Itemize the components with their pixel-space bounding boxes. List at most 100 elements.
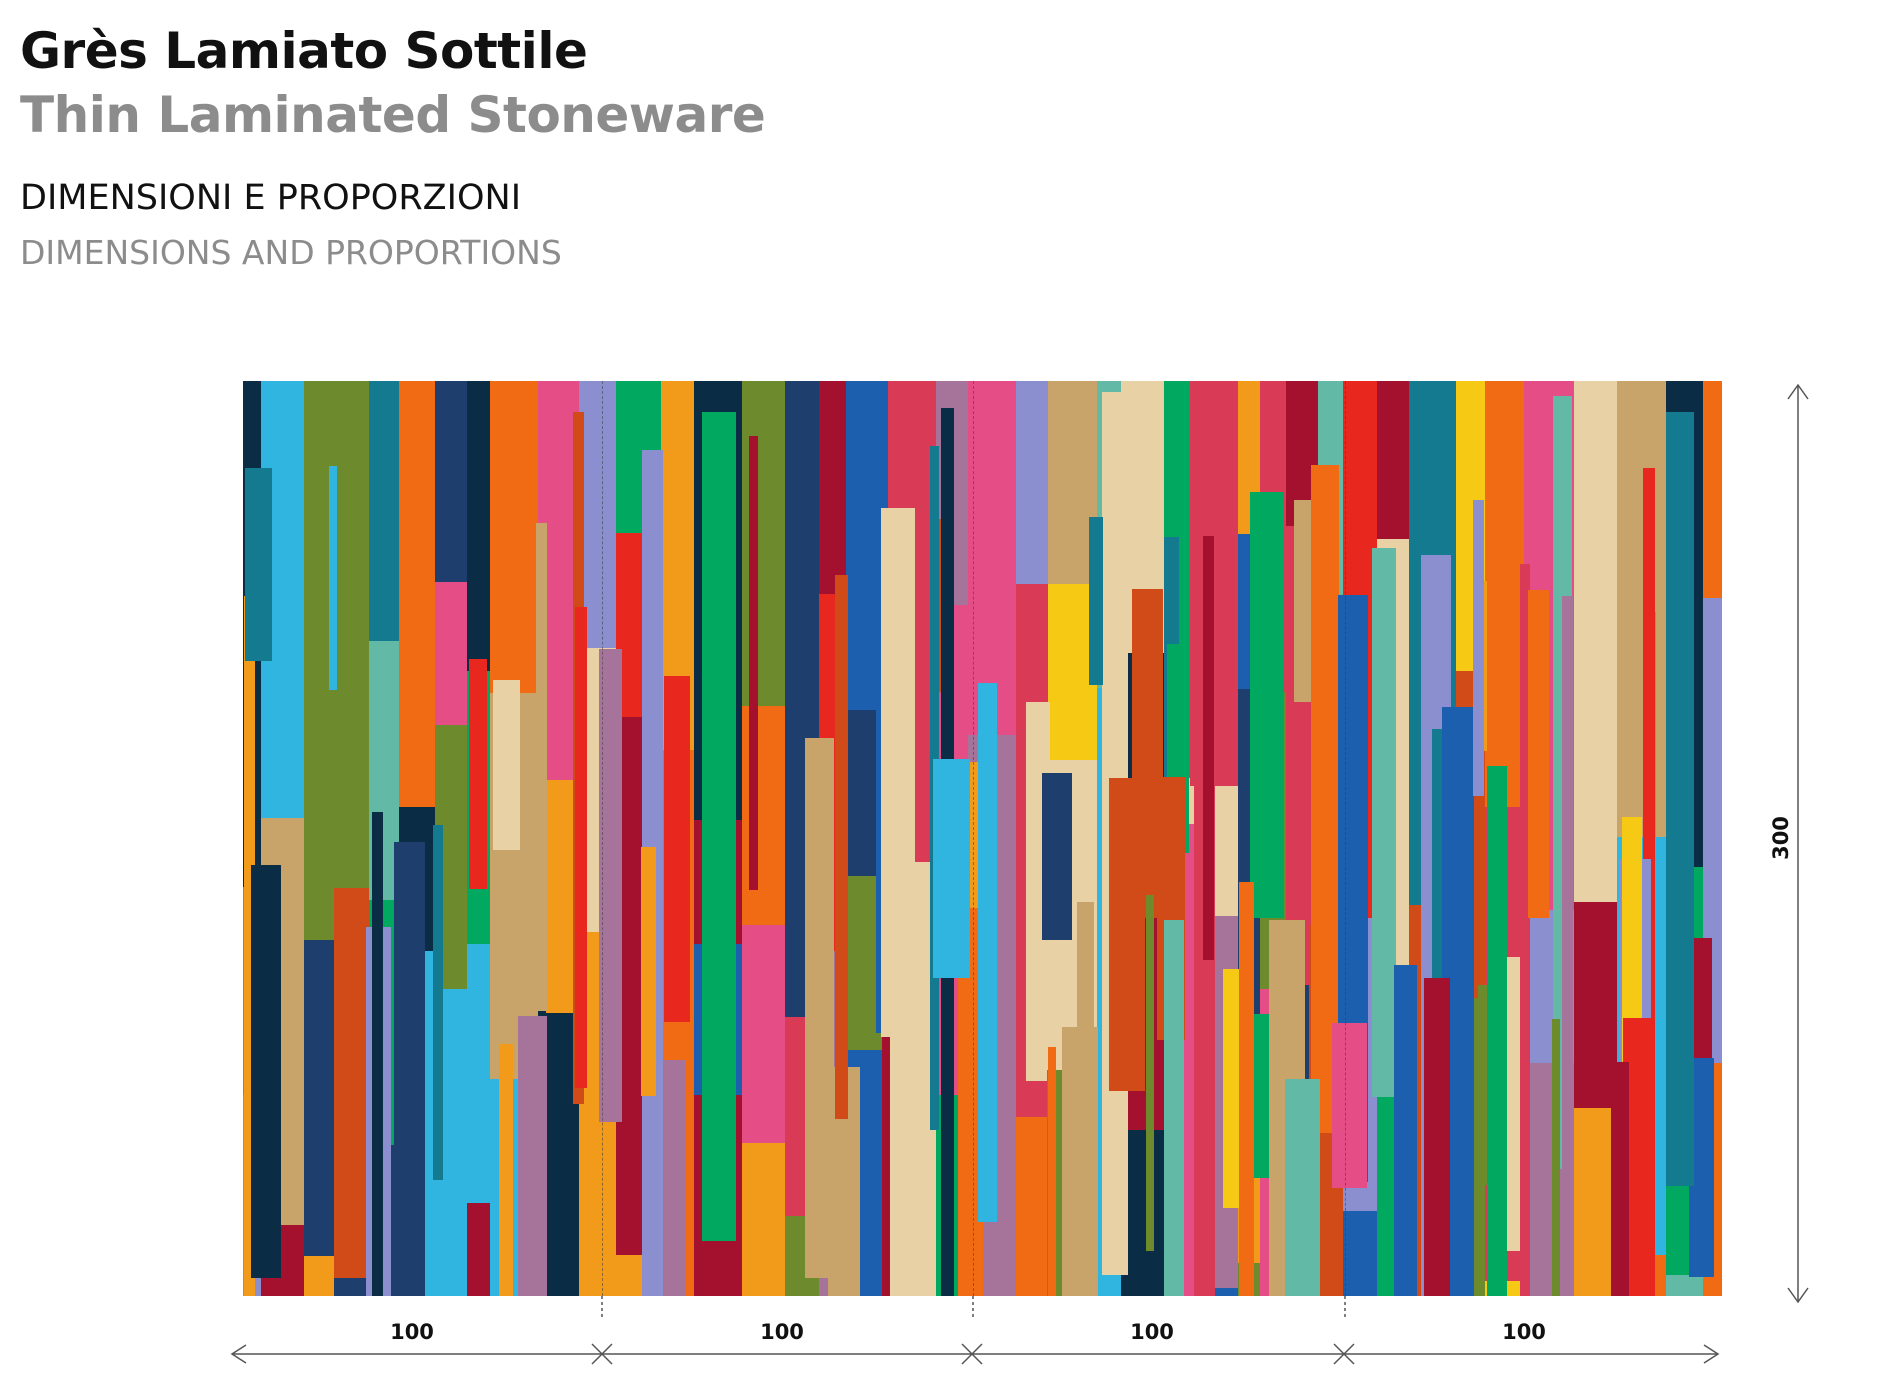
art-stripe [1703,381,1722,598]
art-accent-bar [641,847,656,1096]
art-accent-bar [881,508,915,1037]
art-accent-bar [245,468,272,661]
art-accent-bar [499,1044,513,1296]
art-stripe [968,381,1016,735]
art-accent-bar [1424,978,1450,1296]
art-stripe [1574,1108,1617,1296]
art-stripe [1377,381,1409,539]
art-accent-bar [518,1016,547,1296]
art-stripe [369,381,399,641]
art-accent-bar [1062,1027,1098,1296]
subtitle-italian: DIMENSIONI E PROPORZIONI [20,178,522,218]
art-stripe [334,381,369,888]
art-stripe [1048,584,1097,760]
art-accent-bar [749,436,758,890]
art-accent-bar [546,780,573,1013]
art-stripe [1617,381,1666,837]
subtitle-english: DIMENSIONS AND PROPORTIONS [20,233,562,272]
art-accent-bar [493,680,520,850]
art-accent-bar [372,812,383,1296]
art-stripe [1485,381,1524,807]
art-accent-bar [1311,465,1339,1133]
arrow-up-icon [1787,383,1809,400]
art-accent-bar [1285,1079,1320,1296]
art-stripe [579,381,616,648]
art-accent-bar [1487,766,1507,1296]
art-accent-bar [1473,500,1484,796]
art-stripe [304,1256,334,1296]
art-accent-bar [1562,596,1573,1296]
panel-divider [973,381,974,1296]
panel-divider [602,381,603,1296]
art-accent-bar [251,865,281,1278]
art-accent-bar [244,596,255,1296]
tick-2 [961,1343,983,1365]
art-accent-bar [1611,1062,1629,1296]
art-accent-bar [1164,920,1184,1296]
art-accent-bar [536,523,547,1011]
art-stripe [467,381,490,671]
art-accent-bar [1109,778,1145,1091]
art-accent-bar [1332,1023,1367,1188]
width-label-1: 100 [390,1320,434,1344]
art-stripe [742,925,785,1143]
width-label-4: 100 [1502,1320,1546,1344]
art-accent-bar [702,412,736,1241]
art-stripe [1343,1211,1377,1296]
artwork-panel [243,381,1722,1296]
art-stripe [467,944,490,1203]
art-accent-bar [1048,1047,1056,1296]
art-stripe [1574,381,1617,902]
art-stripe [1121,1130,1164,1296]
art-accent-bar [1146,895,1154,1251]
art-stripe [334,1278,369,1296]
art-accent-bar [1528,590,1549,918]
art-accent-bar [1042,773,1072,940]
panel-divider [1345,381,1346,1296]
art-accent-bar [1239,882,1254,1296]
art-stripe [304,798,334,940]
art-stripe [1666,1275,1703,1296]
art-accent-bar [329,466,337,690]
art-stripe [399,381,435,807]
art-stripe [1016,1117,1048,1296]
art-accent-bar [1372,548,1396,1097]
height-label: 300 [1769,816,1793,860]
art-stripe [785,381,819,502]
art-accent-bar [1520,564,1530,1296]
art-stripe [435,381,467,582]
art-accent-bar [394,842,425,1296]
art-accent-bar [664,676,690,1022]
art-accent-bar [1089,517,1103,685]
tick-3 [1333,1343,1355,1365]
arrow-left-icon [230,1344,247,1364]
art-stripe [1016,381,1048,584]
art-stripe [742,1143,785,1296]
width-label-2: 100 [760,1320,804,1344]
title-italian: Grès Lamiato Sottile [20,22,588,80]
art-accent-bar [933,759,970,978]
art-accent-bar [469,659,487,889]
art-stripe [435,582,467,725]
art-accent-bar [599,649,622,1122]
art-accent-bar [575,607,587,1088]
art-accent-bar [1394,965,1417,1296]
art-accent-bar [1250,492,1284,918]
art-stripe [467,1203,490,1296]
art-stripe [1048,381,1097,584]
art-stripe [304,940,334,1256]
art-stripe [819,381,846,594]
art-accent-bar [1552,1019,1560,1296]
art-accent-bar [978,683,997,1222]
art-stripe [1574,902,1617,1108]
art-accent-bar [1666,412,1694,1186]
art-accent-bar [433,825,443,1180]
art-accent-bar [1203,536,1214,960]
title-english: Thin Laminated Stoneware [20,86,766,144]
art-accent-bar [1254,1014,1269,1178]
width-label-3: 100 [1130,1320,1174,1344]
arrow-down-icon [1787,1287,1809,1304]
art-accent-bar [835,575,848,1119]
tick-1 [591,1343,613,1365]
arrow-right-icon [1703,1344,1720,1364]
